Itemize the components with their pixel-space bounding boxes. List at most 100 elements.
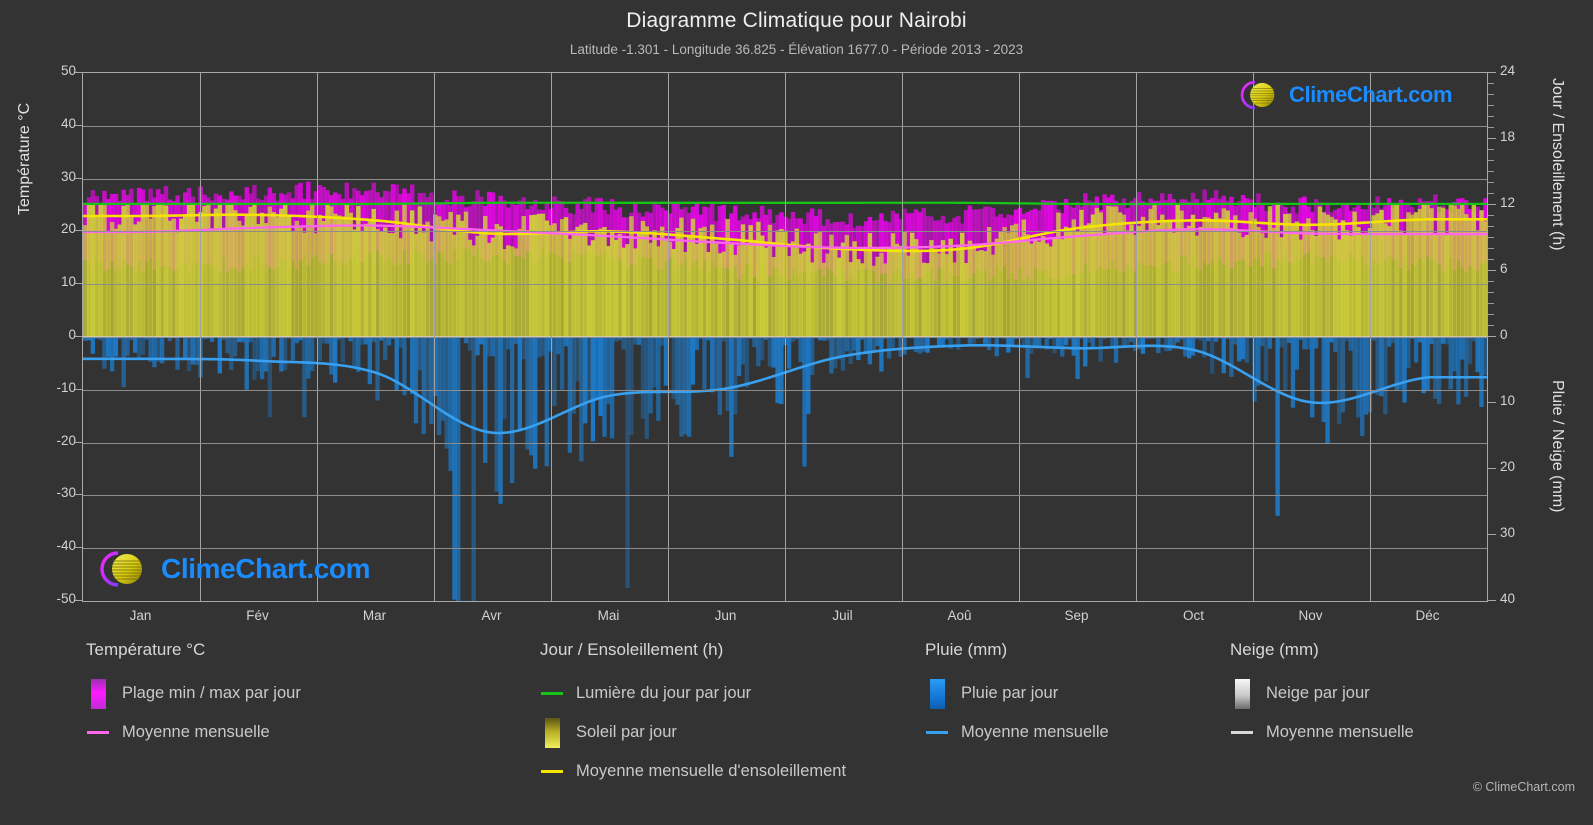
- gridline-horizontal: [83, 179, 1487, 180]
- right-axis-minor-tick: [1488, 314, 1494, 315]
- chart-header: Diagramme Climatique pour Nairobi Latitu…: [0, 0, 1593, 57]
- gridline-horizontal: [83, 548, 1487, 549]
- right-axis-minor-tick: [1488, 292, 1494, 293]
- legend-dash-white-icon: [1231, 731, 1253, 734]
- right-axis-minor-tick: [1488, 226, 1494, 227]
- legend-key: [540, 692, 564, 695]
- legend-column-title: Pluie (mm): [925, 640, 1008, 659]
- month-label-jun: Jun: [714, 608, 737, 623]
- right-axis-tick-mark: [1488, 72, 1496, 73]
- legend-item-label: Plage min / max par jour: [122, 684, 301, 702]
- legend-key: [1230, 678, 1254, 709]
- legend-item[interactable]: Neige par jour: [1230, 674, 1414, 713]
- left-axis-tick-label: 20: [60, 221, 76, 237]
- left-axis-tick-label: -20: [56, 432, 76, 448]
- legend-item-label: Moyenne mensuelle: [1266, 723, 1414, 741]
- chart-subtitle: Latitude -1.301 - Longitude 36.825 - Élé…: [569, 42, 1024, 57]
- legend-item-label: Soleil par jour: [576, 723, 677, 741]
- legend-item[interactable]: Moyenne mensuelle: [1230, 713, 1414, 752]
- right-axis-minor-tick: [1488, 94, 1494, 95]
- gridline-horizontal: [83, 284, 1487, 285]
- left-axis-tick-label: 50: [60, 63, 76, 78]
- right-axis-rain-tick-label: 30: [1500, 525, 1516, 540]
- legend-item-label: Lumière du jour par jour: [576, 684, 752, 702]
- left-axis-tick-mark: [75, 389, 82, 390]
- legend-item-label: Moyenne mensuelle d'ensoleillement: [576, 762, 847, 780]
- left-axis-tick-mark: [75, 547, 82, 548]
- sunshine-hours-bars: [83, 203, 1487, 337]
- left-axis-tick-mark: [75, 283, 82, 284]
- gridline-horizontal: [83, 390, 1487, 391]
- month-label-avr: Avr: [481, 608, 502, 623]
- gridline-horizontal: [83, 495, 1487, 496]
- legend-swatch-blue-icon: [929, 678, 945, 709]
- left-axis-tick-mark: [75, 600, 82, 601]
- legend-key: [540, 717, 564, 748]
- legend-column: Pluie (mm) Pluie par jour Moyenne mensuell…: [925, 640, 1109, 752]
- legend-column: Neige (mm) Neige par jour Moyenne mensuell…: [1230, 640, 1414, 752]
- right-axis-minor-tick: [1488, 182, 1494, 183]
- right-axis-minor-tick: [1488, 303, 1494, 304]
- right-axis-sun-tick-label: 12: [1500, 195, 1516, 210]
- month-label-jan: Jan: [129, 608, 152, 623]
- gridline-horizontal: [83, 443, 1487, 444]
- chart-legend: © ClimeChart.com Température °C Plage min…: [0, 640, 1593, 825]
- legend-key: [540, 770, 564, 773]
- left-axis-title: Température °C: [16, 102, 33, 215]
- right-axis-tick-mark: [1488, 138, 1496, 139]
- right-axis-minor-tick: [1488, 105, 1494, 106]
- legend-item[interactable]: Plage min / max par jour: [86, 674, 301, 713]
- right-axis-minor-tick: [1488, 215, 1494, 216]
- right-axis-tick-mark: [1488, 336, 1496, 337]
- left-axis-tick-mark: [75, 336, 82, 337]
- right-axis-tick-mark: [1488, 534, 1496, 535]
- legend-item[interactable]: Pluie par jour: [925, 674, 1109, 713]
- right-axis-minor-tick: [1488, 160, 1494, 161]
- legend-dash-blue-icon: [926, 731, 948, 734]
- right-axis-minor-tick: [1488, 127, 1494, 128]
- legend-column-title: Neige (mm): [1230, 640, 1319, 659]
- left-axis-tick-mark: [75, 230, 82, 231]
- right-axis-minor-tick: [1488, 116, 1494, 117]
- chart-canvas: [83, 181, 1487, 601]
- legend-swatch-magenta-icon: [90, 678, 106, 709]
- legend-item-label: Pluie par jour: [961, 684, 1059, 702]
- legend-item[interactable]: Moyenne mensuelle: [925, 713, 1109, 752]
- right-axis-sun-tick-label: 18: [1500, 129, 1516, 144]
- month-label-déc: Déc: [1415, 608, 1440, 623]
- gridline-horizontal: [83, 126, 1487, 127]
- right-axis-top-title: Jour / Ensoleillement (h): [1549, 78, 1566, 251]
- legend-column-title: Jour / Ensoleillement (h): [540, 640, 724, 659]
- right-axis-minor-tick: [1488, 193, 1494, 194]
- copyright-notice: © ClimeChart.com: [1472, 780, 1575, 794]
- right-axis-minor-tick: [1488, 237, 1494, 238]
- legend-item-label: Moyenne mensuelle: [122, 723, 270, 741]
- month-label-aoû: Aoû: [947, 608, 972, 623]
- right-axis-rain-tick-label: 20: [1500, 459, 1516, 474]
- right-axis-tick-mark: [1488, 270, 1496, 271]
- legend-item[interactable]: Moyenne mensuelle: [86, 713, 301, 752]
- legend-key: [86, 678, 110, 709]
- right-axis-minor-tick: [1488, 259, 1494, 260]
- legend-item[interactable]: Soleil par jour: [540, 713, 846, 752]
- left-axis-tick-mark: [75, 178, 82, 179]
- left-axis-tick-label: 10: [60, 274, 76, 290]
- legend-swatch-yellow-icon: [544, 717, 560, 748]
- legend-item[interactable]: Lumière du jour par jour: [540, 674, 846, 713]
- right-axis-rain-tick-label: 40: [1500, 591, 1516, 606]
- right-axis-tick-mark: [1488, 402, 1496, 403]
- legend-key: [925, 731, 949, 734]
- legend-item[interactable]: Moyenne mensuelle d'ensoleillement: [540, 752, 846, 791]
- month-label-mai: Mai: [597, 608, 620, 623]
- legend-key: [1230, 731, 1254, 734]
- climate-chart-plot[interactable]: [82, 72, 1488, 602]
- month-label-mar: Mar: [362, 608, 387, 623]
- month-label-sep: Sep: [1064, 608, 1089, 623]
- month-label-fév: Fév: [246, 608, 269, 623]
- legend-dash-green-icon: [541, 692, 563, 695]
- right-axis-tick-mark: [1488, 600, 1496, 601]
- gridline-horizontal: [83, 231, 1487, 232]
- right-axis-sun-tick-label: 6: [1500, 261, 1508, 276]
- legend-column: Température °C Plage min / max par jour Mo…: [86, 640, 301, 752]
- right-axis-minor-tick: [1488, 248, 1494, 249]
